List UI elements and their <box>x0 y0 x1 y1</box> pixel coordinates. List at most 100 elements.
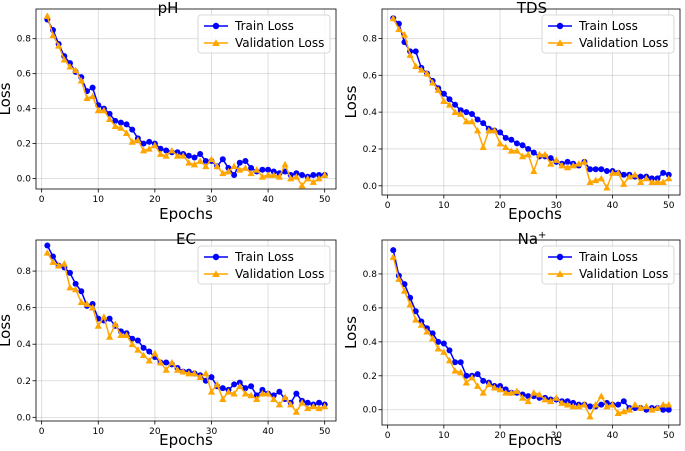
legend-box <box>197 14 331 54</box>
data-point <box>440 348 448 355</box>
panel-title: TDS <box>516 0 547 17</box>
data-point <box>316 399 323 406</box>
data-point <box>196 157 204 164</box>
data-point <box>508 136 515 143</box>
data-point <box>587 166 594 173</box>
data-point <box>72 285 80 293</box>
data-point <box>253 166 261 173</box>
data-point <box>191 154 198 161</box>
data-point <box>451 367 459 374</box>
data-point <box>463 372 470 379</box>
data-point <box>659 401 667 408</box>
data-point <box>309 402 317 410</box>
data-point <box>264 389 272 397</box>
legend: Train Loss Validation Loss <box>541 14 675 54</box>
data-point <box>474 371 481 378</box>
data-point <box>156 358 165 366</box>
chart-panel-2: 0 10 20 30 40 50 0.0 0.2 0.4 0.6 0.8 TDS Epochs Loss T… <box>342 0 681 223</box>
legend-label: Train Loss <box>578 250 638 264</box>
legend: Train Loss Validation Loss <box>197 245 331 285</box>
y-axis-label: Loss <box>0 314 14 347</box>
data-point <box>117 119 124 126</box>
data-point <box>179 152 187 159</box>
data-point <box>552 156 560 163</box>
data-point <box>648 175 655 182</box>
data-point <box>248 165 255 172</box>
legend: Train Loss Validation Loss <box>197 14 331 54</box>
data-point <box>412 62 420 69</box>
data-point <box>247 169 255 177</box>
data-point <box>457 110 465 117</box>
data-point <box>196 373 204 381</box>
x-axis-label: Epochs <box>159 205 213 223</box>
y-axis-label: Loss <box>342 85 360 118</box>
data-point <box>213 162 221 170</box>
data-point <box>224 388 233 395</box>
data-point <box>490 384 499 391</box>
data-point <box>207 388 216 395</box>
data-point <box>468 373 476 381</box>
data-point <box>524 397 532 405</box>
data-point <box>310 172 317 179</box>
data-point <box>502 389 510 396</box>
x-tick-label: 40 <box>262 427 274 437</box>
data-point <box>270 171 278 178</box>
data-point <box>89 84 96 91</box>
data-point <box>49 31 57 39</box>
data-point <box>89 92 97 100</box>
data-point <box>236 166 244 173</box>
data-point <box>535 390 544 398</box>
data-point <box>660 406 667 413</box>
data-point <box>620 180 628 187</box>
y-tick-label: 0.8 <box>17 35 32 45</box>
data-point <box>265 166 272 173</box>
data-point <box>513 387 521 394</box>
legend-marker <box>212 22 220 30</box>
data-point <box>173 366 182 373</box>
data-point <box>106 315 113 322</box>
data-point <box>569 161 577 169</box>
data-point <box>111 320 119 327</box>
x-tick-label: 0 <box>39 195 45 205</box>
data-point <box>298 399 306 406</box>
data-point <box>479 143 487 150</box>
data-point <box>473 126 482 134</box>
data-point <box>389 253 397 260</box>
data-point <box>315 404 323 412</box>
data-point <box>247 391 255 399</box>
data-point <box>44 242 51 249</box>
data-point <box>259 386 266 393</box>
data-point <box>94 106 102 114</box>
x-tick-label: 50 <box>663 201 675 211</box>
data-point <box>620 398 627 405</box>
data-point <box>530 167 538 174</box>
data-point <box>541 395 549 403</box>
x-tick-label: 30 <box>206 427 218 437</box>
y-tick-label: 0.6 <box>17 304 32 314</box>
data-point <box>134 337 141 344</box>
data-point <box>434 345 442 352</box>
data-point <box>89 304 97 311</box>
data-point <box>519 142 526 149</box>
data-point <box>389 14 397 22</box>
x-tick-label: 10 <box>438 431 450 441</box>
data-point <box>445 101 454 108</box>
data-point <box>77 77 85 84</box>
data-point <box>598 401 605 408</box>
y-tick-label: 0.6 <box>17 70 32 80</box>
data-point <box>642 174 650 182</box>
data-point <box>586 178 594 185</box>
data-point <box>163 147 170 154</box>
data-point <box>525 145 532 152</box>
plot-frame <box>381 8 681 196</box>
data-point <box>485 126 493 134</box>
data-point <box>66 283 74 291</box>
data-point <box>49 258 57 265</box>
data-point <box>547 160 555 167</box>
data-point <box>185 159 193 166</box>
data-point <box>139 146 148 154</box>
panel-title: EC <box>176 230 196 248</box>
data-point <box>390 247 397 254</box>
x-tick-label: 10 <box>93 427 105 437</box>
data-point <box>304 174 312 182</box>
